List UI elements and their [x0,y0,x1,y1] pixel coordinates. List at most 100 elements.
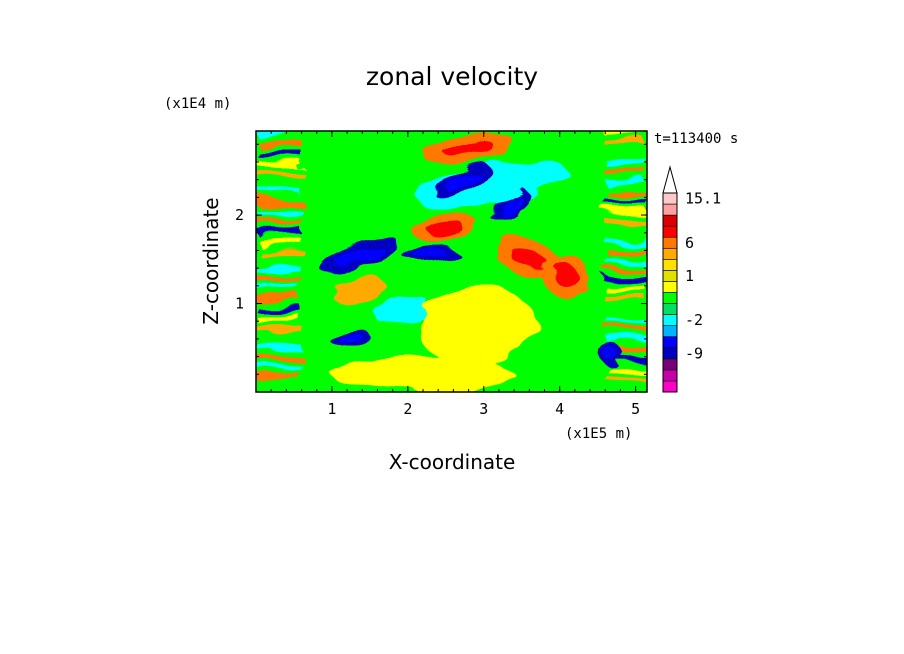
right-stripe [605,306,647,312]
colorbar-swatch [662,259,678,271]
contour-blob [374,292,426,324]
left-stripe [256,179,302,185]
contour-blob-inner [339,332,363,345]
left-stripe [256,160,302,166]
colorbar: -9 -2 1 6 15.1 [662,165,721,393]
left-stripe [256,247,302,254]
right-stripe [605,179,647,185]
left-stripe [256,345,302,351]
right-stripe [605,325,647,331]
left-stripe [256,354,302,361]
right-stripe [605,374,647,380]
colorbar-swatch [662,281,678,293]
contour-blob-inner [443,140,494,157]
left-stripe [256,208,302,215]
colorbar-swatch [662,303,678,315]
x-tick-label: 4 [555,400,564,418]
right-stripe [605,189,647,195]
left-stripe [256,286,302,293]
colorbar-label: -2 [685,311,703,329]
right-stripe [605,315,647,322]
left-stripe [256,199,302,205]
colorbar-swatch [662,369,678,382]
colorbar-label: 6 [685,234,694,252]
x-axis-label: X-coordinate [389,450,516,474]
right-stripe [605,228,647,234]
chart-title: zonal velocity [366,62,538,91]
colorbar-swatch [662,247,678,260]
left-stripe [256,276,302,283]
colorbar-swatch [662,358,678,371]
left-stripe [256,140,302,147]
contour-field [256,131,647,392]
y-tick-label: 1 [235,295,244,313]
left-stripe [256,325,302,331]
right-stripe [605,345,647,351]
colorbar-swatch [662,336,678,349]
right-stripe [605,247,647,254]
y-axis-label: Z-coordinate [199,197,223,324]
x-tick-label: 5 [631,400,640,418]
colorbar-swatch [662,380,678,393]
left-stripe [256,335,302,341]
right-stripe [605,208,647,215]
x-unit-label: (x1E5 m) [565,426,632,442]
y-axis: 12 [235,143,647,375]
right-stripe [605,199,647,205]
plot-frame [255,130,648,393]
right-stripe [605,286,647,293]
colorbar-swatch [662,347,678,360]
colorbar-swatch [662,225,678,238]
right-stripe [605,267,647,273]
contour-blob-inner [444,169,478,191]
left-stripe [256,364,302,370]
right-stripe [605,335,647,341]
colorbar-label: 1 [685,267,694,285]
contour-blob [415,285,537,366]
contour-blob-inner [427,221,465,236]
contour-blob-inner [509,248,550,271]
contour-blob [350,252,466,311]
x-tick-label: 1 [327,400,336,418]
left-stripe [256,257,302,263]
right-stripe [605,169,647,176]
contour-blob [332,277,385,303]
time-label: t=113400 s [654,131,738,147]
left-stripe [256,306,302,312]
x-axis: 1 2 3 4 5 [270,131,640,418]
y-unit-label: (x1E4 m) [164,96,231,112]
right-stripe [605,160,647,166]
colorbar-swatch [662,214,678,227]
contour-blob [331,356,515,392]
right-stripe [605,364,647,370]
right-stripe [605,238,647,244]
contour-blob-inner [334,244,383,265]
right-stripe [605,257,647,263]
left-stripe [256,238,302,244]
right-stripe [605,150,647,156]
colorbar-swatch [662,236,678,249]
right-stripe [605,131,647,137]
right-stripe [605,140,647,147]
x-tick-label: 2 [403,400,412,418]
left-stripe [256,267,302,273]
left-stripe [256,315,302,322]
right-stripe [605,354,647,361]
contour-blob-inner [555,265,580,289]
y-tick-label: 2 [235,206,244,224]
contour-blob-inner [498,197,522,215]
colorbar-max-triangle [662,165,678,194]
left-stripe [256,218,302,224]
left-stripe [256,374,302,380]
right-stripe [605,276,647,283]
colorbar-swatch [662,270,678,282]
colorbar-frame [662,192,678,393]
right-stripe [605,218,647,224]
colorbar-swatch [662,314,678,326]
colorbar-label: -9 [685,344,703,362]
x-tick-label: 3 [479,400,488,418]
colorbar-label: 15.1 [685,190,721,208]
colorbar-swatch [662,192,678,205]
colorbar-swatch [662,325,678,338]
